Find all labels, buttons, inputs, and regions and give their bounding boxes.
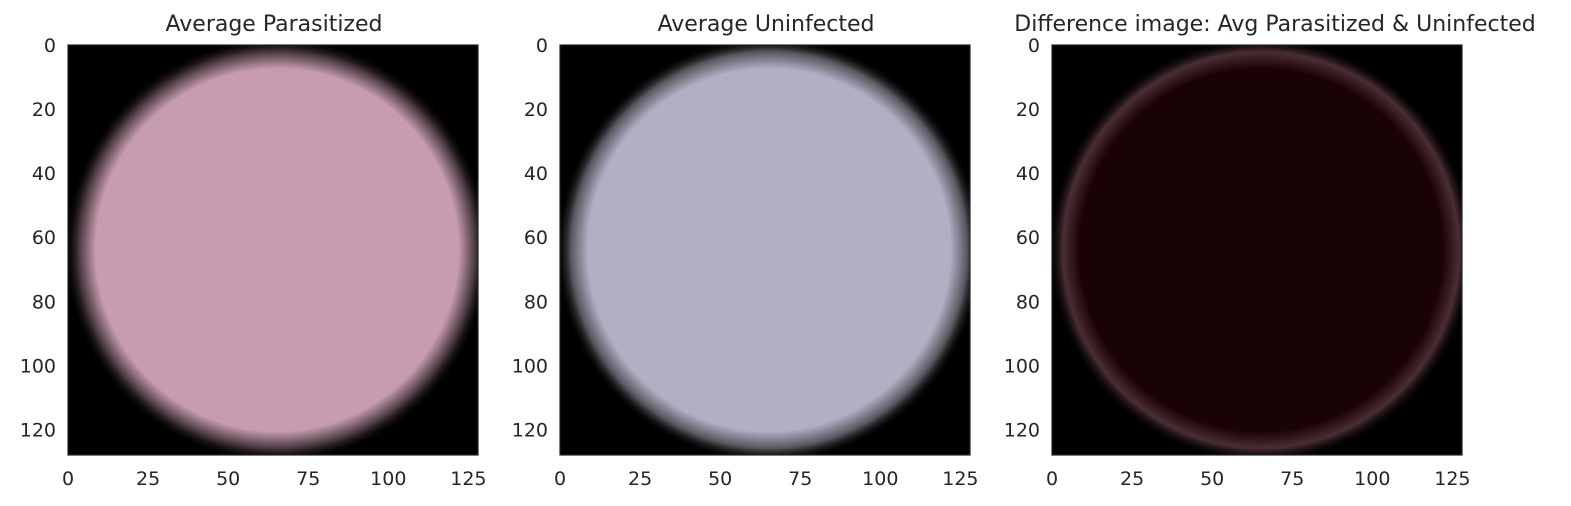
x-tick-label: 25 bbox=[136, 468, 160, 490]
y-tick-label: 120 bbox=[20, 419, 56, 441]
x-tick-label: 125 bbox=[1434, 468, 1470, 490]
x-tick-label: 75 bbox=[1280, 468, 1304, 490]
x-tick-label: 50 bbox=[216, 468, 240, 490]
y-tick-label: 120 bbox=[1004, 419, 1040, 441]
x-tick-label: 125 bbox=[942, 468, 978, 490]
x-tick-label: 25 bbox=[1120, 468, 1144, 490]
y-tick-label: 80 bbox=[524, 291, 548, 313]
x-tick-label: 25 bbox=[628, 468, 652, 490]
x-tick-label: 0 bbox=[554, 468, 566, 490]
y-tick-label: 100 bbox=[20, 355, 56, 377]
y-tick-label: 20 bbox=[1016, 99, 1040, 121]
y-tick-label: 20 bbox=[524, 99, 548, 121]
chart-difference: 0 25 50 75 100 125 0 20 40 60 80 100 120 bbox=[1004, 35, 1471, 490]
y-tick-label: 0 bbox=[1028, 35, 1040, 57]
y-tick-label: 60 bbox=[524, 227, 548, 249]
axes-frame bbox=[559, 44, 971, 456]
panel-difference: Difference image: Avg Parasitized & Unin… bbox=[984, 0, 1571, 506]
y-tick-label: 20 bbox=[32, 99, 56, 121]
chart-uninfected: 0 25 50 75 100 125 0 20 40 60 80 100 120 bbox=[512, 35, 979, 490]
x-tick-label: 50 bbox=[1200, 468, 1224, 490]
y-tick-label: 100 bbox=[1004, 355, 1040, 377]
y-tick-label: 80 bbox=[32, 291, 56, 313]
panel-title: Average Parasitized bbox=[165, 12, 383, 37]
y-tick-label: 40 bbox=[1016, 163, 1040, 185]
panel-title: Average Uninfected bbox=[657, 12, 875, 37]
x-tick-label: 125 bbox=[450, 468, 486, 490]
y-tick-label: 60 bbox=[32, 227, 56, 249]
cell-image bbox=[1052, 45, 1462, 455]
y-tick-label: 40 bbox=[524, 163, 548, 185]
cell-image bbox=[560, 45, 970, 455]
y-tick-label: 100 bbox=[512, 355, 548, 377]
y-tick-label: 40 bbox=[32, 163, 56, 185]
x-tick-label: 0 bbox=[1046, 468, 1058, 490]
panel-parasitized: Average Parasitized 0 25 50 75 100 125 0 20 40 60… bbox=[0, 0, 520, 506]
x-tick-label: 50 bbox=[708, 468, 732, 490]
axes-frame bbox=[1051, 44, 1463, 456]
y-tick-label: 0 bbox=[44, 35, 56, 57]
axes-frame bbox=[67, 44, 479, 456]
y-tick-label: 60 bbox=[1016, 227, 1040, 249]
panel-title: Difference image: Avg Parasitized & Unin… bbox=[1014, 12, 1536, 37]
y-tick-label: 120 bbox=[512, 419, 548, 441]
x-tick-label: 0 bbox=[62, 468, 74, 490]
y-tick-label: 80 bbox=[1016, 291, 1040, 313]
cell-image bbox=[68, 45, 478, 455]
chart-parasitized: 0 25 50 75 100 125 0 20 40 60 80 100 120 bbox=[20, 35, 487, 490]
x-tick-label: 100 bbox=[1354, 468, 1390, 490]
x-tick-label: 100 bbox=[862, 468, 898, 490]
y-tick-label: 0 bbox=[536, 35, 548, 57]
x-tick-label: 75 bbox=[788, 468, 812, 490]
x-tick-label: 100 bbox=[370, 468, 406, 490]
x-tick-label: 75 bbox=[296, 468, 320, 490]
panel-uninfected: Average Uninfected 0 25 50 75 100 125 0 20 40 60 8… bbox=[492, 0, 1012, 506]
